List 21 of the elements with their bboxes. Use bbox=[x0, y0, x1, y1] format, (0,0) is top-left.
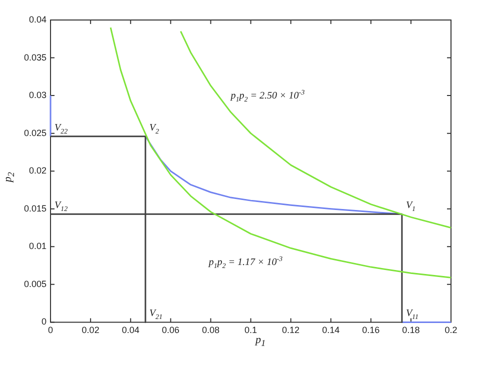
x-tick-label: 0 bbox=[48, 325, 54, 336]
y-tick-label: 0.025 bbox=[24, 128, 47, 138]
x-tick-label: 0.14 bbox=[322, 325, 340, 336]
y-tick-label: 0.03 bbox=[28, 90, 47, 100]
x-tick-label: 0.12 bbox=[282, 325, 300, 336]
x-tick-label: 0.04 bbox=[122, 325, 140, 336]
x-axis-title: p$_{1}$ bbox=[254, 334, 267, 348]
y-tick-label: 0.02 bbox=[28, 166, 47, 176]
y-tick-label: 0.04 bbox=[28, 14, 47, 24]
x-tick-label: 0.06 bbox=[162, 325, 180, 336]
x-tick-label: 0.08 bbox=[202, 325, 220, 336]
y-tick-label: 0.035 bbox=[24, 52, 47, 62]
y-tick-label: 0.015 bbox=[24, 203, 47, 214]
y-tick-label: 0.01 bbox=[28, 241, 47, 252]
y-tick-label: 0 bbox=[42, 316, 47, 327]
x-tick-label: 0.1 bbox=[244, 325, 258, 336]
x-tick-label: 0.02 bbox=[82, 325, 100, 336]
x-tick-label: 0.2 bbox=[444, 325, 458, 336]
x-tick-label: 0.18 bbox=[402, 325, 420, 336]
y-tick-label: 0.005 bbox=[24, 278, 47, 289]
x-tick-label: 0.16 bbox=[362, 325, 380, 336]
